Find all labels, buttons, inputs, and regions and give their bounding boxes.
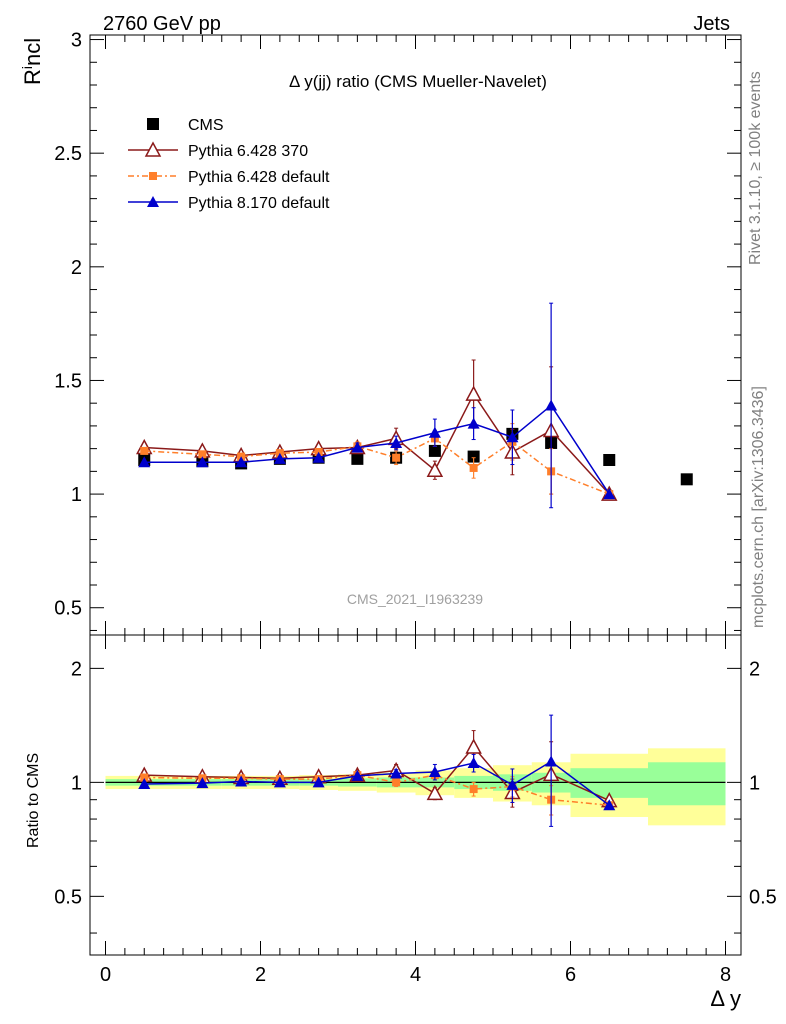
data-point — [506, 431, 519, 443]
data-point — [469, 785, 478, 794]
data-point — [312, 451, 325, 463]
y-tick-label: 0.5 — [54, 598, 82, 620]
ratio-plot-panel: 0.5 0.5 1 1 2 2 0 2 4 6 8Δ y Ratio to CMS — [25, 634, 777, 1011]
data-point — [506, 778, 519, 790]
legend-marker — [147, 118, 159, 130]
x-tick-label: 4 — [410, 964, 421, 986]
legend-label: Pythia 8.170 default — [188, 195, 330, 212]
series-line-1 — [144, 774, 610, 807]
x-tick-label: 0 — [100, 964, 111, 986]
chart-title: Δ y(jj) ratio (CMS Mueller-Navelet) — [289, 72, 547, 91]
energy-label: 2760 GeV pp — [103, 13, 221, 35]
y-axis-label: Rincl — [19, 38, 45, 85]
legend-marker — [147, 196, 159, 207]
legend-label: CMS — [188, 117, 224, 134]
data-point — [196, 456, 209, 468]
data-point — [351, 441, 364, 453]
data-point — [196, 777, 209, 789]
data-point — [140, 773, 149, 782]
data-point — [428, 444, 441, 457]
data-point — [603, 488, 616, 500]
legend-marker — [149, 172, 157, 180]
legend-label: Pythia 6.428 default — [188, 169, 330, 186]
y-tick-label: 3 — [71, 30, 82, 52]
y-axis-label-rest: ncl — [20, 38, 45, 66]
x-tick-label: 6 — [565, 964, 576, 986]
data-point — [273, 452, 286, 464]
data-point — [138, 778, 151, 790]
y-axis-label-sup: i — [19, 66, 35, 69]
y-tick-label: 0.5 — [54, 886, 82, 908]
y-tick-label-right: 2 — [749, 658, 760, 680]
data-point — [545, 755, 558, 767]
ratio-y-axis-label: Ratio to CMS — [25, 753, 42, 848]
x-axis-label: Δ y — [710, 986, 741, 1011]
process-label: Jets — [693, 13, 730, 35]
data-point — [138, 456, 151, 468]
main-plot-panel: 0.5 1 1.5 2 2.5 3 Rincl Δ y(jj) ratio (CMS Muel… — [19, 30, 742, 636]
legend-label: Pythia 6.428 370 — [188, 143, 308, 160]
y-tick-label: 1 — [71, 484, 82, 506]
legend-marker — [144, 141, 162, 157]
data-point — [465, 385, 482, 401]
rivet-label: Rivet 3.1.10, ≥ 100k events — [747, 71, 764, 265]
series-line-3 — [144, 404, 610, 495]
watermark: CMS_2021_I1963239 — [347, 591, 483, 607]
data-point — [467, 756, 480, 768]
data-point — [426, 461, 444, 477]
data-point — [603, 454, 616, 466]
data-point — [469, 463, 478, 472]
data-point — [392, 778, 401, 787]
data-point — [351, 769, 364, 781]
data-point — [392, 453, 401, 462]
mcplots-label: mcplots.cern.ch [arXiv:1306.3436] — [750, 386, 767, 628]
y-tick-label-right: 0.5 — [749, 886, 777, 908]
data-point — [465, 738, 482, 754]
data-point — [140, 446, 149, 455]
data-point — [235, 456, 248, 468]
data-point — [390, 767, 403, 779]
series-line-1 — [144, 392, 610, 495]
x-tick-label: 8 — [720, 964, 731, 986]
stat-uncertainty-band — [648, 762, 726, 806]
data-point — [467, 417, 480, 429]
data-point — [390, 436, 403, 448]
data-point — [467, 450, 480, 463]
series-line-2 — [144, 437, 610, 495]
x-tick-label: 2 — [255, 964, 266, 986]
y-tick-label: 1 — [71, 772, 82, 794]
y-tick-label-right: 1 — [749, 772, 760, 794]
y-tick-label: 1.5 — [54, 370, 82, 392]
series-line-2 — [144, 760, 610, 806]
y-tick-label: 2 — [71, 658, 82, 680]
data-point — [198, 450, 207, 459]
data-point — [545, 399, 558, 411]
data-point — [680, 473, 693, 486]
data-point — [603, 799, 616, 811]
data-point — [273, 776, 286, 788]
data-point — [312, 776, 325, 788]
data-point — [426, 784, 444, 801]
data-point — [428, 426, 441, 438]
data-point — [428, 766, 441, 778]
y-tick-label: 2.5 — [54, 143, 82, 165]
data-point — [351, 452, 364, 465]
y-tick-label: 2 — [71, 257, 82, 279]
data-point — [235, 775, 248, 787]
